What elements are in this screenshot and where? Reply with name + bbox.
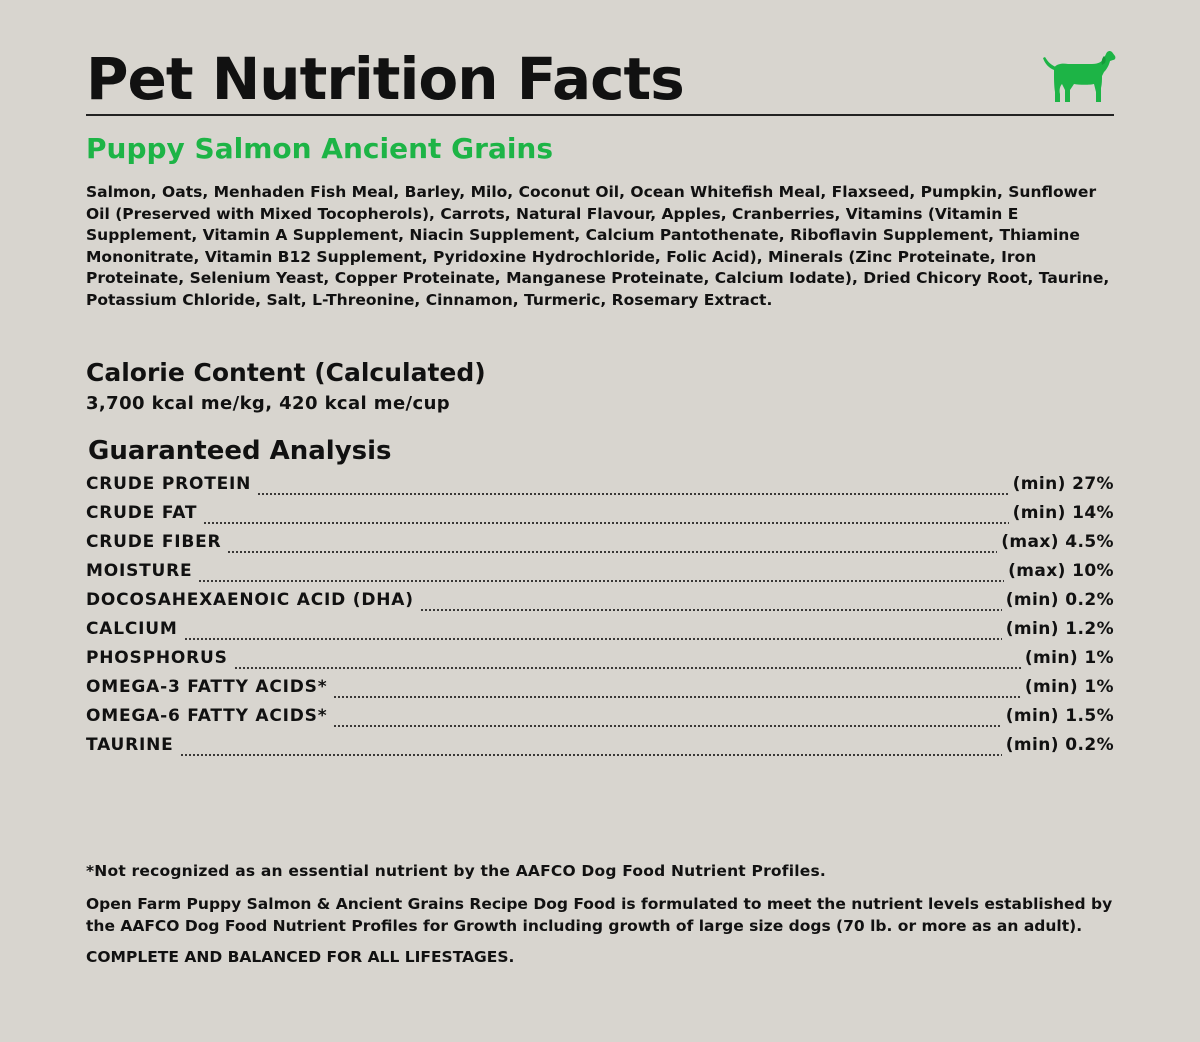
nutrient-name: CRUDE FIBER bbox=[86, 532, 222, 552]
analysis-row: CRUDE FIBER (max) 4.5% bbox=[86, 532, 1114, 561]
nutrient-value: (min) 0.2% bbox=[1005, 590, 1114, 610]
dog-icon bbox=[1043, 50, 1116, 102]
nutrient-value: (min) 1% bbox=[1024, 677, 1114, 697]
dot-leader bbox=[257, 493, 1009, 495]
nutrient-value: (min) 27% bbox=[1012, 474, 1114, 494]
calorie-value: 3,700 kcal me/kg, 420 kcal me/cup bbox=[86, 393, 451, 414]
complete-balanced-note: COMPLETE AND BALANCED FOR ALL LIFESTAGES… bbox=[86, 948, 515, 966]
analysis-heading: Guaranteed Analysis bbox=[88, 436, 392, 466]
analysis-row: MOISTURE (max) 10% bbox=[86, 561, 1114, 590]
nutrient-name: OMEGA-3 FATTY ACIDS* bbox=[86, 677, 328, 697]
analysis-row: DOCOSAHEXAENOIC ACID (DHA) (min) 0.2% bbox=[86, 590, 1114, 619]
nutrient-value: (max) 10% bbox=[1008, 561, 1114, 581]
nutrient-value: (min) 1.5% bbox=[1005, 706, 1114, 726]
analysis-row: OMEGA-6 FATTY ACIDS* (min) 1.5% bbox=[86, 706, 1114, 735]
nutrient-name: MOISTURE bbox=[86, 561, 193, 581]
dot-leader bbox=[233, 667, 1021, 669]
nutrient-value: (min) 1% bbox=[1024, 648, 1114, 668]
nutrient-value: (max) 4.5% bbox=[1001, 532, 1114, 552]
dot-leader bbox=[333, 696, 1021, 698]
analysis-row: CRUDE FAT (min) 14% bbox=[86, 503, 1114, 532]
aafco-footnote: *Not recognized as an essential nutrient… bbox=[86, 862, 826, 880]
nutrient-value: (min) 1.2% bbox=[1005, 619, 1114, 639]
dot-leader bbox=[179, 754, 1002, 756]
analysis-table: CRUDE PROTEIN (min) 27% CRUDE FAT (min) … bbox=[86, 474, 1114, 764]
dot-leader bbox=[203, 522, 1009, 524]
dot-leader bbox=[183, 638, 1002, 640]
analysis-row: OMEGA-3 FATTY ACIDS* (min) 1% bbox=[86, 677, 1114, 706]
nutrient-name: PHOSPHORUS bbox=[86, 648, 228, 668]
product-name: Puppy Salmon Ancient Grains bbox=[86, 132, 554, 165]
nutrient-name: DOCOSAHEXAENOIC ACID (DHA) bbox=[86, 590, 414, 610]
page-title: Pet Nutrition Facts bbox=[86, 45, 685, 113]
title-divider bbox=[86, 114, 1114, 116]
nutrient-name: CRUDE PROTEIN bbox=[86, 474, 252, 494]
nutrient-name: CRUDE FAT bbox=[86, 503, 198, 523]
analysis-row: PHOSPHORUS (min) 1% bbox=[86, 648, 1114, 677]
aafco-statement: Open Farm Puppy Salmon & Ancient Grains … bbox=[86, 895, 1113, 935]
dot-leader bbox=[198, 580, 1005, 582]
nutrient-value: (min) 14% bbox=[1012, 503, 1114, 523]
ingredients-list: Salmon, Oats, Menhaden Fish Meal, Barley… bbox=[86, 183, 1110, 309]
nutrient-name: CALCIUM bbox=[86, 619, 178, 639]
dot-leader bbox=[227, 551, 998, 553]
nutrient-name: TAURINE bbox=[86, 735, 174, 755]
nutrient-value: (min) 0.2% bbox=[1005, 735, 1114, 755]
analysis-row: CALCIUM (min) 1.2% bbox=[86, 619, 1114, 648]
analysis-row: TAURINE (min) 0.2% bbox=[86, 735, 1114, 764]
dot-leader bbox=[419, 609, 1002, 611]
analysis-row: CRUDE PROTEIN (min) 27% bbox=[86, 474, 1114, 503]
nutrient-name: OMEGA-6 FATTY ACIDS* bbox=[86, 706, 328, 726]
calorie-heading: Calorie Content (Calculated) bbox=[86, 358, 486, 387]
dot-leader bbox=[333, 725, 1002, 727]
